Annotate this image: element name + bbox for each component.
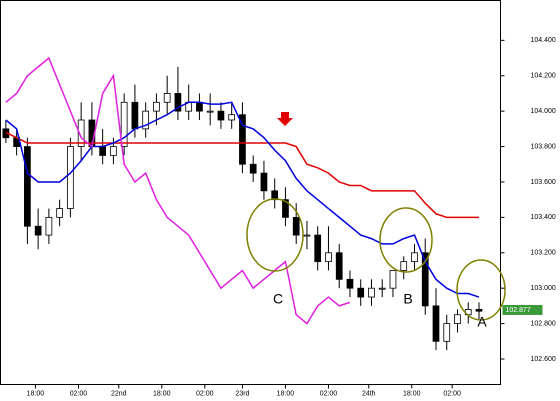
- candle-body: [400, 261, 408, 271]
- candle-body: [454, 314, 461, 324]
- x-tick-label: 18:00: [277, 390, 295, 397]
- candle-body: [174, 93, 182, 112]
- y-tick-label: 102.800: [531, 320, 556, 327]
- candle-body: [249, 163, 257, 174]
- candle-body: [196, 101, 203, 112]
- candle-body: [389, 270, 397, 289]
- candle-body: [67, 146, 74, 209]
- candle-body: [217, 110, 225, 121]
- candle-body: [24, 146, 31, 227]
- candle-body: [357, 287, 365, 298]
- line: [5, 131, 479, 219]
- candle-body: [421, 252, 429, 307]
- candle-body: [153, 101, 160, 112]
- plot-frame: [0, 0, 501, 385]
- annotation: A: [477, 314, 487, 330]
- candle-body: [432, 305, 440, 342]
- candle-body: [45, 216, 53, 236]
- marks: [2, 56, 483, 351]
- arrow: [277, 112, 293, 126]
- x-tick-label: 18:00: [153, 390, 171, 397]
- candle-body: [325, 252, 332, 263]
- candle-body: [239, 114, 246, 165]
- candle-body: [99, 146, 107, 156]
- line: [5, 56, 351, 325]
- y-tick-label: 104.400: [531, 37, 556, 44]
- y-tick-label: 102.600: [531, 356, 556, 363]
- annotation: B: [403, 291, 412, 307]
- candle-body: [346, 278, 354, 289]
- candle-body: [142, 110, 150, 130]
- candle-body: [260, 172, 268, 192]
- candle-body: [475, 309, 483, 312]
- candle-body: [303, 234, 311, 237]
- x-tick-label: 02:00: [443, 390, 461, 397]
- last-price-label: 102.877: [506, 307, 531, 314]
- candle-body: [163, 93, 171, 103]
- candle-body: [56, 208, 63, 218]
- x-tick-label: 18:00: [403, 390, 421, 397]
- candle-body: [110, 146, 117, 156]
- highlight-circle: [246, 198, 304, 272]
- y-tick-label: 104.000: [531, 108, 556, 115]
- candle-body: [292, 216, 300, 236]
- y-tick-label: 103.600: [531, 179, 556, 186]
- y-tick-label: 103.800: [531, 143, 556, 150]
- x-tick-label: 02:00: [320, 390, 338, 397]
- candle-body: [120, 101, 128, 147]
- candle-body: [314, 234, 322, 263]
- highlight-circle: [456, 259, 506, 321]
- candle-body: [77, 119, 85, 147]
- x-tick-label: 22nd: [111, 390, 127, 397]
- y-tick-label: 103.400: [531, 214, 556, 221]
- x-tick-label: 24th: [362, 390, 376, 397]
- candle-body: [282, 199, 289, 218]
- candle-body: [443, 323, 451, 342]
- x-tick-label: 02:00: [70, 390, 88, 397]
- candle-body: [131, 101, 139, 130]
- y-tick-label: 104.200: [531, 73, 556, 80]
- candle-body: [228, 114, 236, 121]
- candle-body: [206, 110, 214, 113]
- x-tick-label: 02:00: [196, 390, 214, 397]
- y-tick-label: 103.200: [531, 250, 556, 257]
- candle-body: [34, 225, 42, 236]
- candle-body: [335, 252, 343, 280]
- annotation: C: [273, 291, 283, 307]
- x-tick-label: 18:00: [27, 390, 45, 397]
- x-tick-label: 23rd: [235, 390, 249, 397]
- highlight-circle: [379, 207, 433, 273]
- candle-body: [378, 287, 386, 290]
- y-tick-label: 103.000: [531, 285, 556, 292]
- last-price-box: [502, 304, 543, 315]
- line: [5, 101, 480, 298]
- candle-body: [411, 252, 418, 263]
- candle-body: [368, 287, 375, 298]
